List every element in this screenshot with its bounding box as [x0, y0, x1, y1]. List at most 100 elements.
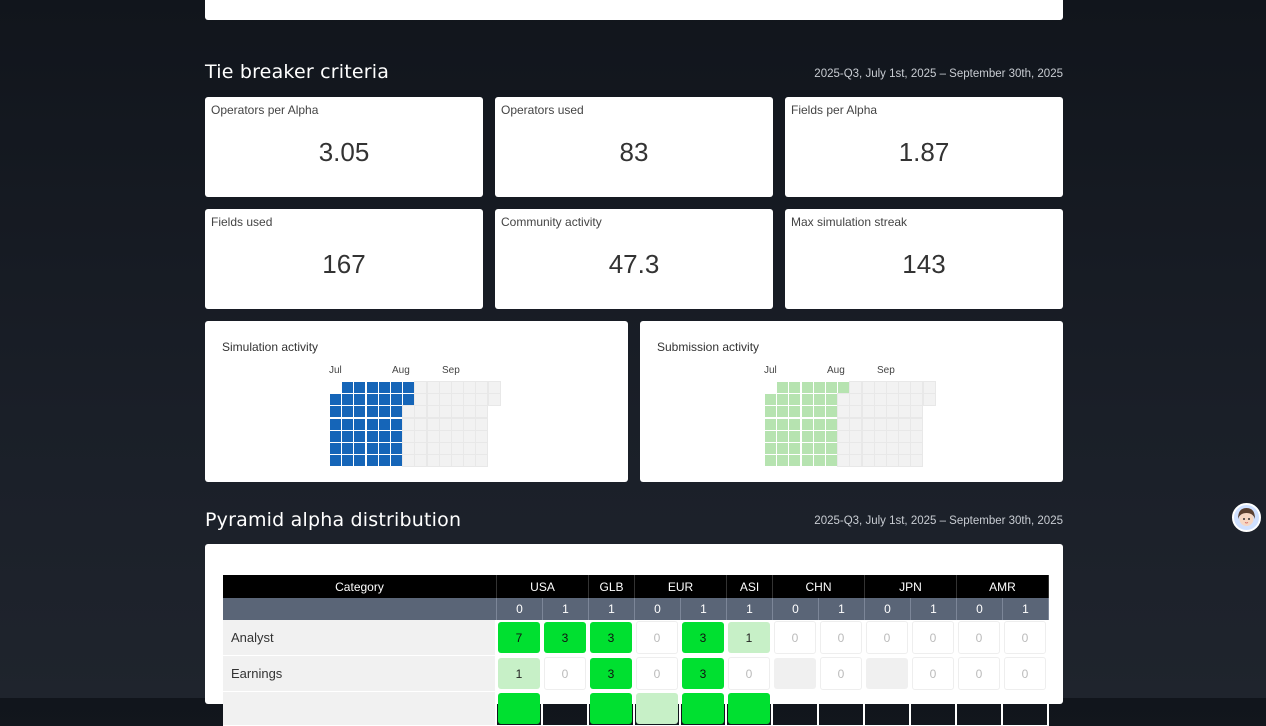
activity-day-cell	[837, 429, 851, 443]
simulation-activity-label: Simulation activity	[222, 340, 319, 354]
activity-day-cell	[342, 382, 354, 393]
activity-day-cell	[873, 442, 887, 455]
header-level: 1	[911, 598, 957, 620]
activity-day-cell	[438, 381, 452, 394]
top-panel-remnant	[205, 0, 1063, 20]
card-value: 3.05	[318, 137, 370, 167]
table-row: Analyst 7 3 3 0 3 1 0 0 0 0 0 0	[223, 620, 1049, 656]
activity-day-cell	[898, 393, 912, 407]
activity-day-cell	[886, 454, 899, 468]
header-level: 1	[727, 598, 773, 620]
row-category: Analyst	[223, 620, 497, 656]
card-value: 167	[322, 249, 366, 279]
pyramid-cell[interactable]: 0	[544, 657, 586, 690]
header-level: 1	[681, 598, 727, 620]
activity-day-cell	[813, 455, 825, 467]
activity-day-cell	[402, 405, 416, 419]
activity-day-cell	[801, 382, 813, 393]
pyramid-cell[interactable]: 0	[728, 657, 770, 690]
header-region-chn: CHN	[773, 575, 865, 598]
activity-day-cell	[438, 405, 452, 419]
activity-day-cell	[886, 405, 899, 419]
activity-day-cell	[330, 418, 341, 430]
header-region-jpn: JPN	[865, 575, 957, 598]
table-row: Earnings 1 0 3 0 3 0 0 0 0 0	[223, 656, 1049, 692]
pyramid-cell[interactable]: 0	[1004, 657, 1046, 690]
pyramid-cell-empty	[774, 658, 816, 689]
activity-day-cell	[873, 381, 887, 394]
pyramid-cell[interactable]: 3	[682, 622, 724, 653]
pyramid-cell[interactable]: 3	[590, 622, 632, 653]
activity-day-cell	[463, 381, 477, 394]
simulation-activity-panel: Simulation activity Jul Aug Sep	[205, 321, 628, 482]
activity-day-cell	[366, 455, 378, 467]
activity-day-cell	[861, 442, 875, 455]
activity-day-cell	[765, 443, 776, 454]
pyramid-cell[interactable]: 3	[544, 622, 586, 653]
activity-day-cell	[873, 429, 887, 443]
activity-day-cell	[354, 394, 366, 406]
pyramid-cell[interactable]: 1	[498, 658, 540, 689]
month-label-aug: Aug	[827, 365, 845, 376]
activity-day-cell	[861, 429, 875, 443]
activity-day-cell	[366, 406, 378, 418]
activity-day-cell	[765, 406, 776, 418]
activity-day-cell	[438, 417, 452, 431]
activity-day-cell	[826, 406, 837, 418]
activity-day-cell	[463, 417, 477, 431]
activity-day-cell	[777, 430, 789, 442]
pyramid-cell[interactable]: 0	[912, 621, 954, 654]
activity-day-cell	[801, 394, 813, 406]
activity-day-cell	[886, 417, 899, 431]
pyramid-cell[interactable]: 0	[820, 657, 862, 690]
activity-day-cell	[451, 393, 464, 407]
activity-day-cell	[789, 406, 801, 418]
pyramid-cell[interactable]: 3	[682, 658, 724, 689]
activity-day-cell	[789, 394, 801, 406]
pyramid-cell[interactable]: 0	[1004, 621, 1046, 654]
activity-day-cell	[426, 381, 440, 394]
activity-day-cell	[898, 417, 912, 431]
activity-day-cell	[837, 417, 851, 431]
activity-day-cell	[886, 442, 899, 455]
header-region-eur: EUR	[635, 575, 727, 598]
activity-day-cell	[426, 393, 440, 407]
pyramid-cell[interactable]: 0	[866, 621, 908, 654]
pyramid-cell[interactable]: 0	[958, 621, 1000, 654]
month-label-aug: Aug	[392, 365, 410, 376]
activity-day-cell	[898, 429, 912, 443]
activity-day-cell	[463, 393, 477, 407]
tie-breaker-date-range: 2025-Q3, July 1st, 2025 – September 30th…	[814, 68, 1063, 80]
pyramid-cell[interactable]: 7	[498, 622, 540, 653]
activity-day-cell	[777, 394, 789, 406]
pyramid-cell[interactable]: 0	[820, 621, 862, 654]
pyramid-cell[interactable]: 0	[636, 657, 678, 690]
activity-day-cell	[438, 442, 452, 455]
activity-day-cell	[378, 394, 390, 406]
pyramid-cell[interactable]: 3	[590, 658, 632, 689]
activity-day-cell	[342, 394, 354, 406]
table-header-regions: Category USA GLB EUR ASI CHN JPN AMR	[223, 575, 1049, 598]
pyramid-cell[interactable]: 1	[728, 622, 770, 653]
tie-breaker-title: Tie breaker criteria	[205, 61, 390, 83]
header-level: 1	[589, 598, 635, 620]
activity-day-cell	[789, 443, 801, 454]
card-label: Community activity	[501, 215, 602, 229]
activity-day-cell	[378, 418, 390, 430]
pyramid-cell[interactable]: 0	[774, 621, 816, 654]
activity-day-cell	[837, 442, 851, 455]
pyramid-cell[interactable]: 0	[912, 657, 954, 690]
card-fields-per-alpha: Fields per Alpha 1.87	[785, 97, 1063, 197]
pyramid-cell[interactable]: 0	[636, 621, 678, 654]
pyramid-cell[interactable]: 0	[958, 657, 1000, 690]
activity-day-cell	[849, 454, 863, 468]
header-level: 0	[773, 598, 819, 620]
activity-day-cell	[838, 382, 850, 393]
activity-day-cell	[414, 405, 428, 419]
activity-day-cell	[898, 442, 912, 455]
activity-day-cell	[366, 382, 378, 393]
assistant-avatar-button[interactable]	[1232, 503, 1261, 532]
activity-day-cell	[886, 393, 899, 407]
header-region-usa: USA	[497, 575, 589, 598]
card-label: Operators used	[501, 103, 584, 117]
